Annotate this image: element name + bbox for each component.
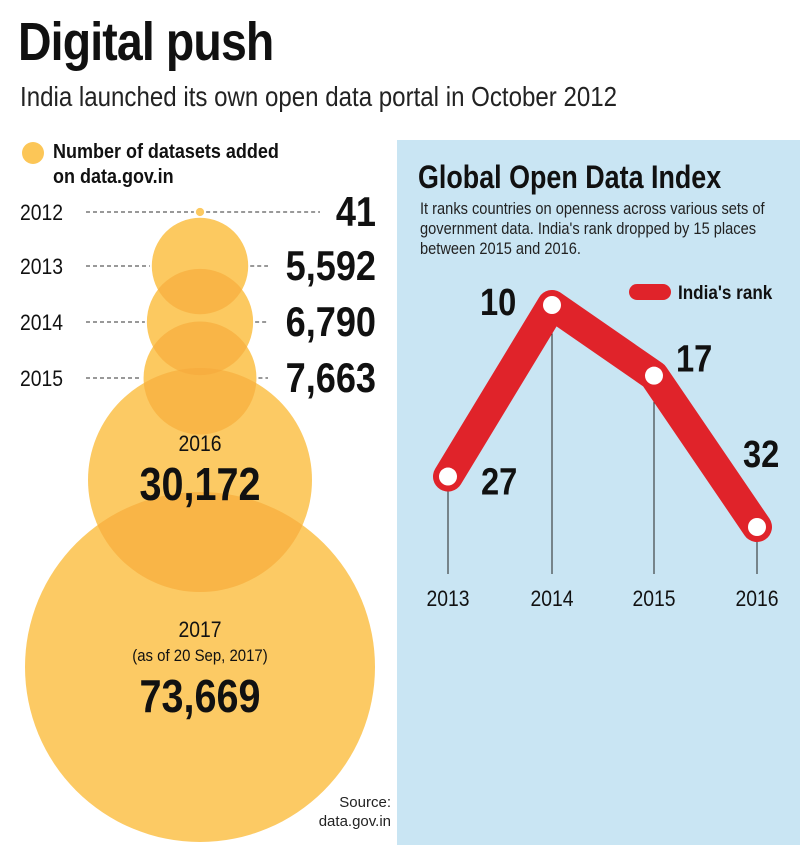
legend-label-line-2: on data.gov.in — [53, 166, 174, 188]
rank-value-label-2016: 32 — [743, 433, 779, 476]
rank-value-label-2013: 27 — [481, 460, 517, 503]
year-label-2013: 2013 — [20, 255, 63, 279]
rank-panel-title: Global Open Data Index — [418, 159, 722, 195]
rank-series-line — [433, 290, 772, 542]
value-label-2012: 41 — [336, 190, 376, 236]
year-label-2016: 2016 — [178, 432, 221, 456]
chart-title: Digital push — [18, 12, 274, 72]
rank-value-label-2014: 10 — [480, 281, 516, 324]
year-label-2015: 2015 — [20, 367, 63, 391]
year-label-2012: 2012 — [20, 201, 63, 225]
value-label-2013: 5,592 — [286, 244, 376, 290]
bubble-2012 — [195, 207, 205, 217]
year-label-2017: 2017 — [178, 618, 221, 642]
x-axis-label-2013: 2013 — [426, 587, 469, 611]
year-label-2014: 2014 — [20, 311, 63, 335]
rank-point-2016 — [748, 518, 766, 536]
bubble-2017 — [25, 492, 375, 842]
rank-point-2014 — [543, 296, 561, 314]
legend-label-line-1: Number of datasets added — [53, 141, 279, 163]
source-note: Source: data.gov.in — [318, 794, 391, 830]
bubble-overlap-2014 — [151, 268, 249, 315]
rank-panel-description: It ranks countries on openness across va… — [420, 199, 765, 258]
rank-point-2013 — [439, 467, 457, 486]
x-axis-label-2015: 2015 — [632, 587, 675, 611]
value-label-2014: 6,790 — [286, 300, 376, 346]
chart-subtitle: India launched its own open data portal … — [20, 81, 618, 112]
rank-point-2015 — [645, 366, 663, 385]
x-axis-label-2016: 2016 — [735, 587, 778, 611]
value-label-2016: 30,172 — [140, 459, 261, 510]
rank-value-label-2015: 17 — [676, 337, 712, 380]
x-axis-label-2014: 2014 — [530, 587, 573, 611]
value-label-2017: 73,669 — [140, 671, 261, 722]
value-label-2015: 7,663 — [286, 356, 376, 402]
legend-dot-datasets — [22, 142, 44, 164]
bubble-overlap-2015 — [146, 321, 254, 376]
legend-label-rank: India's rank — [678, 282, 773, 303]
note-2017: (as of 20 Sep, 2017) — [132, 647, 267, 665]
